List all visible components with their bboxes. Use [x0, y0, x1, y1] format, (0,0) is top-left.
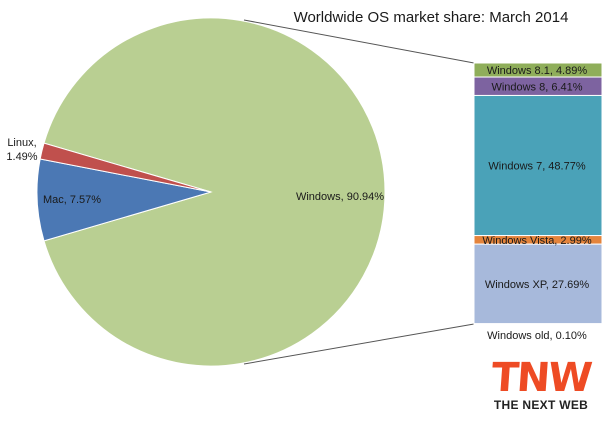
connector-line-bottom [243, 323, 475, 365]
bar-label-windows-7: Windows 7, 48.77% [488, 161, 585, 173]
tnw-logo-mark: TNW [489, 355, 593, 401]
chart-title: Worldwide OS market share: March 2014 [294, 9, 569, 26]
bar-labels: Windows 8.1, 4.89% Windows 8, 6.41% Window… [482, 65, 591, 342]
bar-label-windows-old: Windows old, 0.10% [487, 330, 587, 342]
bar-label-windows-vista: Windows Vista, 2.99% [482, 235, 591, 247]
bar-segment-windows-old [473, 323, 603, 325]
pie-label-linux: Linux, 1.49% [6, 137, 37, 163]
pie-label-mac: Mac, 7.57% [43, 194, 101, 206]
bar-segment-windows-xp [473, 243, 603, 325]
pie-label-windows: Windows, 90.94% [296, 191, 384, 203]
bar-label-windows-8: Windows 8, 6.41% [491, 81, 582, 93]
tnw-logo: TNW THE NEXT WEB [486, 355, 596, 418]
bar-segment-windows-7 [473, 94, 603, 237]
pie-slice-linux [39, 142, 212, 193]
pie [36, 17, 386, 367]
bar-label-windows-8-1: Windows 8.1, 4.89% [487, 65, 587, 77]
windows-breakdown-bar [473, 62, 603, 325]
tnw-logo-tagline: THE NEXT WEB [493, 398, 589, 412]
bar-label-windows-xp: Windows XP, 27.69% [485, 279, 590, 291]
connector-lines [243, 19, 475, 365]
connector-line-top [243, 19, 475, 64]
pie-slice-windows [43, 17, 386, 367]
pie-labels: Windows, 90.94% Mac, 7.57% Linux, 1.49% [6, 137, 384, 206]
